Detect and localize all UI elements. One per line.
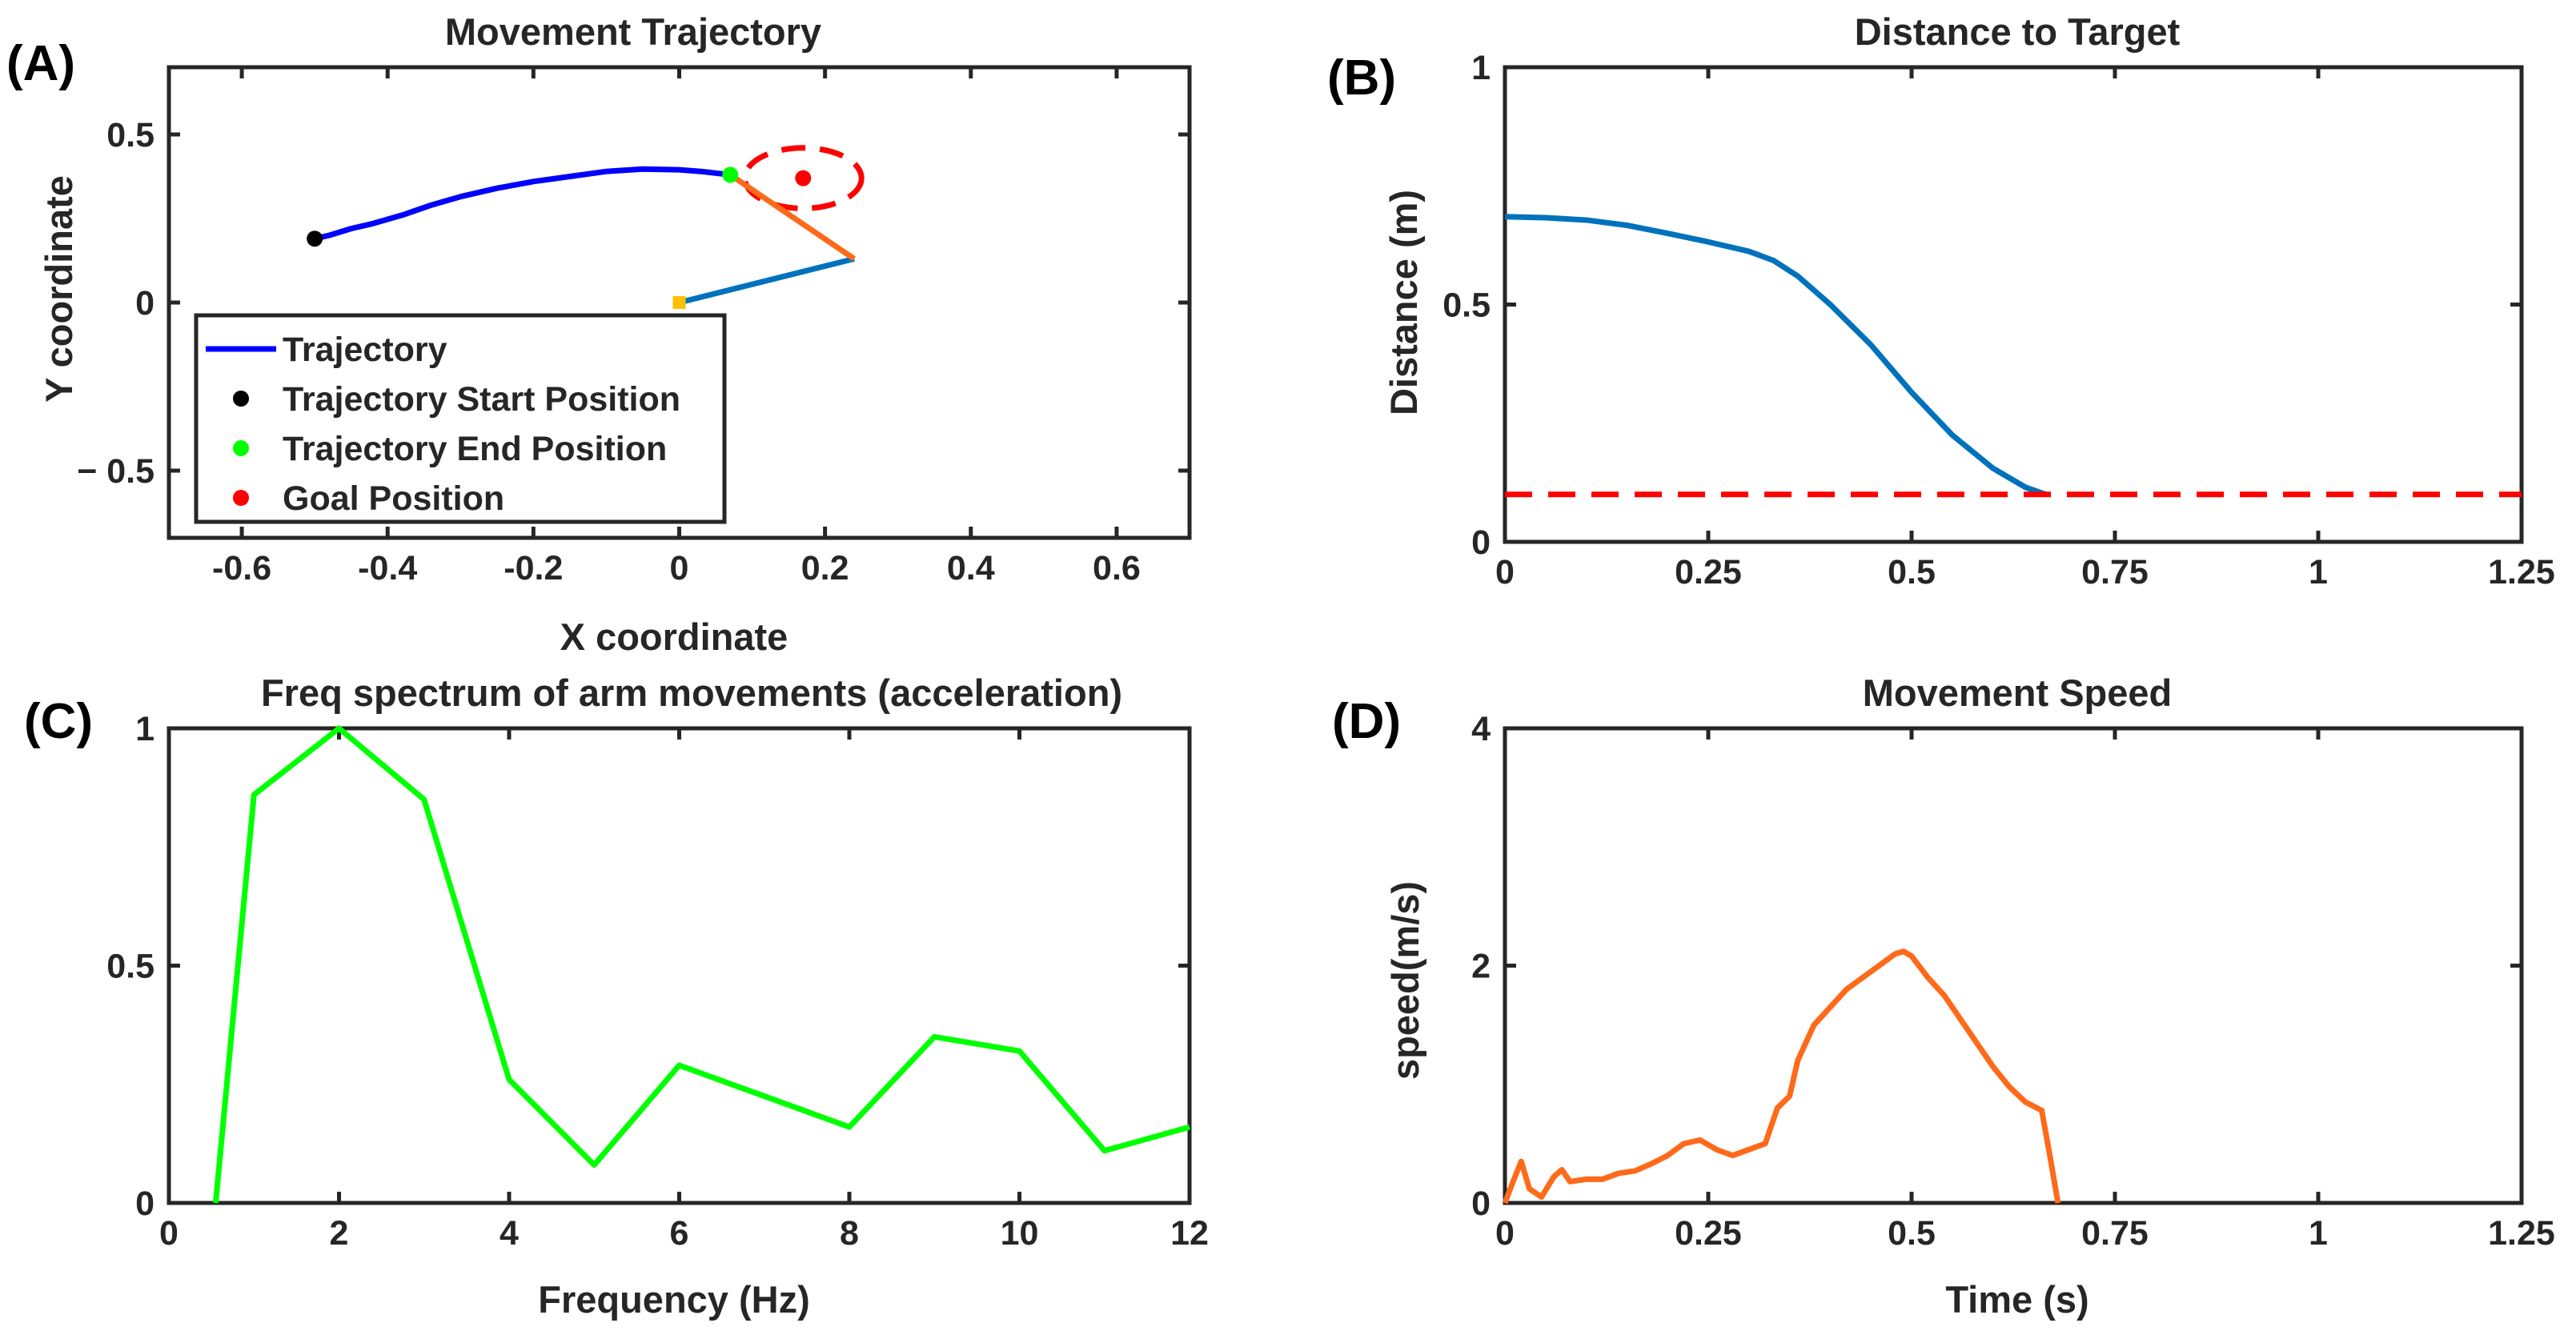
arm-forearm-segment <box>728 172 857 262</box>
legend-box <box>194 313 727 524</box>
x-tick-label: 1.25 <box>2488 553 2555 591</box>
x-tick-label: -0.6 <box>212 549 271 587</box>
series-line-0 <box>1504 214 2047 498</box>
legend-swatch-dot <box>233 490 249 506</box>
x-tick-label: 4 <box>500 1214 519 1253</box>
legend-entry-label: Goal Position <box>283 479 504 518</box>
x-tick-label: 2 <box>330 1214 349 1253</box>
x-tick-label: -0.4 <box>358 549 417 587</box>
panel-d-label: (D) <box>1332 694 1401 749</box>
x-tick-label: 1 <box>2309 553 2328 591</box>
x-tick-label: 10 <box>1001 1214 1039 1253</box>
y-tick-label: 0.5 <box>106 116 154 154</box>
panel-a-title: Movement Trajectory <box>445 10 821 53</box>
panel-b-y-label: Distance (m) <box>1382 190 1425 415</box>
panel-a-legend: Trajectory Trajectory Start Position Traje… <box>194 313 727 524</box>
x-tick-label: 0 <box>670 549 689 587</box>
legend-swatch-dot <box>233 391 249 407</box>
panel-d-x-label: Time (s) <box>1945 1278 2088 1321</box>
panel-c-plot-area: 0 2 4 6 8 10 12 0 0.5 1 <box>106 710 1209 1253</box>
y-tick-label: 1 <box>135 710 154 748</box>
legend-entry-label: Trajectory End Position <box>283 430 667 468</box>
x-tick-label: -0.2 <box>504 549 563 587</box>
legend-entry-label: Trajectory Start Position <box>283 380 680 419</box>
panel-c-spectrum: (C) Freq spectrum of arm movements (acce… <box>24 672 1209 1321</box>
arm-base-marker <box>672 296 686 309</box>
goal-region-circle <box>741 145 865 211</box>
x-tick-label: 12 <box>1170 1214 1209 1253</box>
x-tick-label: 0.75 <box>2081 1214 2149 1253</box>
panel-b-distance: (B) Distance to Target Distance (m) 0 0.2… <box>1327 10 2555 591</box>
y-tick-label: 0 <box>1471 1185 1491 1223</box>
y-tick-label: − 0.5 <box>77 452 154 491</box>
x-tick-label: 0 <box>159 1214 179 1253</box>
x-tick-label: 0.2 <box>801 549 849 587</box>
x-tick-label: 0.6 <box>1093 549 1141 587</box>
series-point-1 <box>307 231 323 247</box>
y-tick-label: 0 <box>1471 523 1491 562</box>
y-tick-label: 0.5 <box>1442 287 1491 325</box>
panel-a-x-label: X coordinate <box>560 615 788 658</box>
series-line-0 <box>1502 948 2061 1205</box>
x-tick-label: 0.4 <box>947 549 995 587</box>
panel-b-title: Distance to Target <box>1855 10 2181 53</box>
panel-c-x-label: Frequency (Hz) <box>538 1278 810 1321</box>
x-tick-label: 0.5 <box>1888 553 1936 591</box>
panel-d-y-label: speed(m/s) <box>1384 881 1426 1080</box>
panel-d-plot-area: 0 0.25 0.5 0.75 1 1.25 0 2 4 <box>1471 710 2555 1253</box>
panel-d-speed: (D) Movement Speed Time (s) speed(m/s) 0… <box>1332 672 2555 1321</box>
panel-c-title: Freq spectrum of arm movements (accelera… <box>261 672 1122 714</box>
y-tick-label: 0 <box>135 1185 154 1223</box>
x-tick-label: 0 <box>1495 553 1515 591</box>
series-point-2 <box>722 166 739 183</box>
x-tick-label: 0.25 <box>1675 553 1742 591</box>
x-tick-label: 8 <box>840 1214 859 1253</box>
legend-entry-label: Trajectory <box>283 331 447 369</box>
panel-a-trajectory: (A) Movement Trajectory X coordinate Y c… <box>6 10 1192 658</box>
panel-a-label: (A) <box>6 36 75 91</box>
panel-c-label: (C) <box>24 694 93 749</box>
x-tick-label: 1.25 <box>2488 1214 2555 1253</box>
y-tick-label: 1 <box>1471 49 1491 87</box>
x-tick-label: 0.25 <box>1675 1214 1742 1253</box>
y-tick-label: 4 <box>1471 710 1491 748</box>
series-point-3 <box>795 170 812 186</box>
y-tick-label: 2 <box>1471 948 1491 986</box>
x-tick-label: 1 <box>2309 1214 2328 1253</box>
y-tick-label: 0 <box>135 284 154 323</box>
x-tick-label: 6 <box>670 1214 689 1253</box>
panel-a-y-label: Y coordinate <box>38 175 80 403</box>
x-tick-label: 0.75 <box>2081 553 2149 591</box>
x-tick-label: 0 <box>1495 1214 1515 1253</box>
panel-d-title: Movement Speed <box>1863 672 2173 714</box>
panel-b-label: (B) <box>1327 50 1396 106</box>
panel-b-plot-area: 0 0.25 0.5 0.75 1 1.25 0 0.5 1 <box>1442 49 2555 591</box>
y-tick-label: 0.5 <box>106 948 154 986</box>
series-line-0 <box>314 166 731 242</box>
x-tick-label: 0.5 <box>1888 1214 1936 1253</box>
panel-a-plot-area: -0.6 -0.4 -0.2 0 0.2 0.4 0.6 0.5 0 − 0.5 <box>77 65 1192 587</box>
series-line-0 <box>212 725 1190 1204</box>
legend-swatch-dot <box>233 440 249 456</box>
arm-upper-segment <box>678 256 855 306</box>
